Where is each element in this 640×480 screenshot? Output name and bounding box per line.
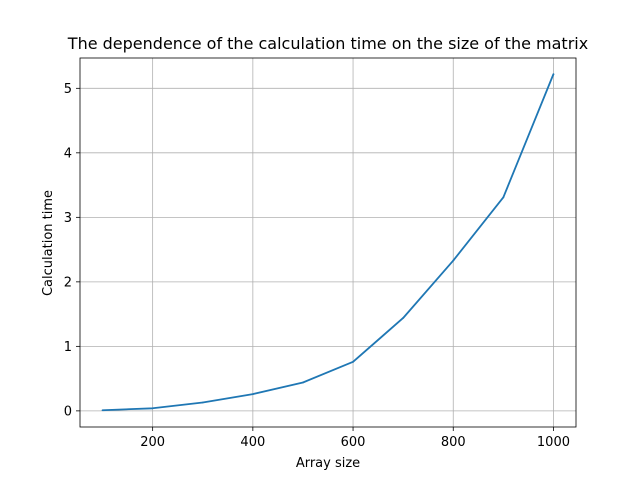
data-point [402, 317, 405, 319]
series-layer [101, 73, 555, 412]
data-point [452, 259, 455, 262]
x-axis-label: Array size [296, 456, 360, 471]
y-tick-label: 2 [64, 275, 72, 290]
x-tick-label: 600 [341, 435, 366, 450]
data-point [251, 393, 254, 395]
data-point [151, 407, 154, 410]
x-tick-label: 1000 [537, 435, 570, 450]
y-tick-label: 4 [64, 146, 72, 161]
data-point [352, 360, 354, 363]
x-tick-label: 200 [140, 435, 165, 450]
grid [80, 58, 576, 427]
y-tick-label: 1 [64, 340, 72, 355]
x-tick-label: 400 [240, 435, 265, 450]
axis-ticks: 200 400 600 800 1000 0 1 2 3 4 5 [64, 82, 570, 450]
data-point [502, 196, 505, 199]
data-point [101, 409, 104, 412]
y-tick-label: 0 [64, 404, 72, 419]
data-point [302, 381, 304, 384]
x-tick-label: 800 [441, 435, 466, 450]
plot-frame [79, 57, 577, 428]
data-point [201, 401, 204, 404]
y-tick-label: 5 [64, 82, 72, 97]
y-axis-label: Calculation time [41, 190, 56, 296]
series-line [102, 73, 555, 412]
y-tick-label: 3 [64, 211, 72, 226]
data-point [552, 73, 555, 76]
chart-title: The dependence of the calculation time o… [67, 34, 588, 53]
